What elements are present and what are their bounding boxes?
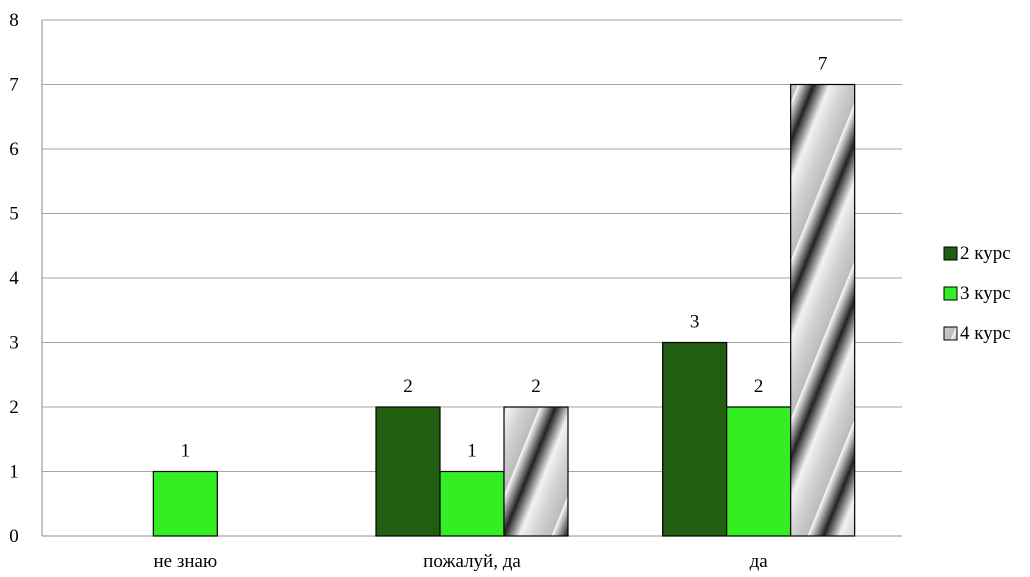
x-category-label: да: [750, 551, 769, 572]
bar-3-курс-0: [152, 470, 218, 537]
y-tick-label: 0: [9, 526, 19, 547]
bar-2-курс-1: [375, 406, 441, 537]
data-label: 2: [403, 376, 413, 397]
data-labels: 1 2 1 2 3 2 7: [181, 54, 828, 462]
y-tick-label: 2: [9, 397, 19, 418]
y-tick-label: 4: [9, 268, 19, 289]
bar-4-курс-2: [790, 83, 856, 537]
x-category-label: не знаю: [154, 551, 218, 572]
legend-label: 4 курс: [960, 323, 1011, 344]
legend-swatch: [943, 286, 958, 301]
x-category-label: пожалуй, да: [423, 551, 521, 572]
y-tick-label: 8: [9, 10, 19, 31]
legend: 2 курс 3 курс 4 курс: [943, 243, 1011, 344]
data-label: 1: [181, 441, 191, 462]
bar-2-курс-2: [662, 341, 728, 537]
bars: [152, 83, 856, 537]
y-tick-label: 1: [9, 462, 19, 483]
data-label: 7: [818, 54, 828, 75]
legend-label: 2 курс: [960, 243, 1011, 264]
y-tick-label: 3: [9, 333, 19, 354]
legend-label: 3 курс: [960, 283, 1011, 304]
y-tick-label: 5: [9, 204, 19, 225]
data-label: 3: [690, 312, 700, 333]
legend-swatch: [943, 246, 958, 261]
bar-4-курс-1: [503, 406, 569, 537]
legend-swatch: [943, 326, 958, 341]
y-tick-label: 6: [9, 139, 19, 160]
data-label: 2: [754, 376, 764, 397]
gridlines: [42, 19, 902, 472]
bar-3-курс-2: [726, 406, 792, 537]
y-tick-label: 7: [9, 75, 19, 96]
bar-3-курс-1: [439, 470, 505, 537]
data-label: 1: [467, 441, 477, 462]
data-label: 2: [531, 376, 541, 397]
